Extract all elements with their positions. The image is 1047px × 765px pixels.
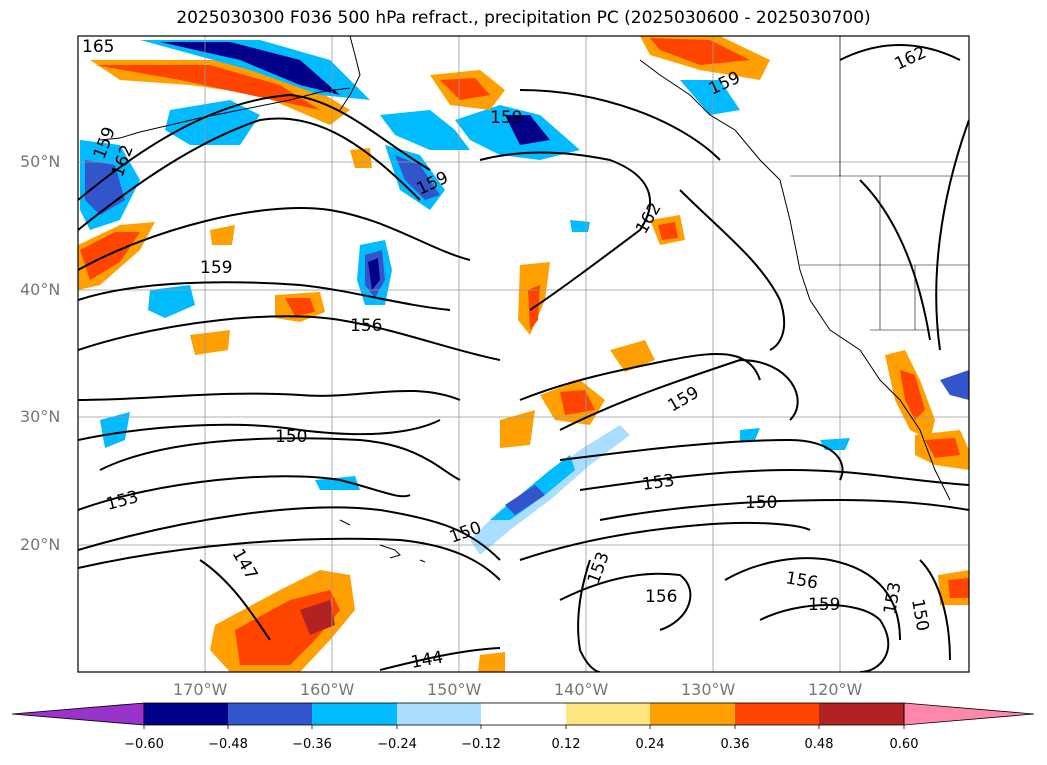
contour-label: 165 [82,37,114,57]
lon-label: 170°W [173,680,228,699]
contour-label: 159 [490,108,522,128]
colorbar-tick-label: −0.12 [461,737,501,752]
contour-label: 153 [641,471,676,495]
contour-label: 156 [350,316,382,336]
contour-label: 144 [409,648,444,673]
map-title: 2025030300 F036 500 hPa refract., precip… [176,8,871,28]
colorbar-tick-label: −0.36 [292,737,332,752]
contour-label: 150 [745,493,777,513]
contour-label: 156 [645,587,677,607]
contour-label: 159 [200,258,232,278]
colorbar [11,702,1035,729]
contour-label: 150 [275,427,307,447]
contour-label: 159 [808,595,840,615]
lon-label: 140°W [554,680,609,699]
colorbar-tick-label: −0.48 [208,737,248,752]
lon-label: 160°W [300,680,355,699]
map-frame [77,35,970,673]
colorbar-tick-label: −0.60 [124,737,164,752]
colorbar-tick-label: −0.24 [377,737,417,752]
lon-label: 150°W [427,680,482,699]
lat-label: 50°N [20,152,61,171]
colorbar-tick-label: 0.36 [720,737,750,752]
colorbar-tick-label: 0.24 [635,737,665,752]
lat-label: 40°N [20,280,61,299]
colorbar-tick-label: 0.48 [804,737,834,752]
lat-label: 30°N [20,407,61,426]
coastlines [99,36,951,563]
lon-label: 130°W [681,680,736,699]
contours [78,44,969,672]
colorbar-tick-label: 0.60 [889,737,919,752]
lat-label: 20°N [20,535,61,554]
lon-label: 120°W [808,680,863,699]
colorbar-tick-label: 0.12 [551,737,581,752]
